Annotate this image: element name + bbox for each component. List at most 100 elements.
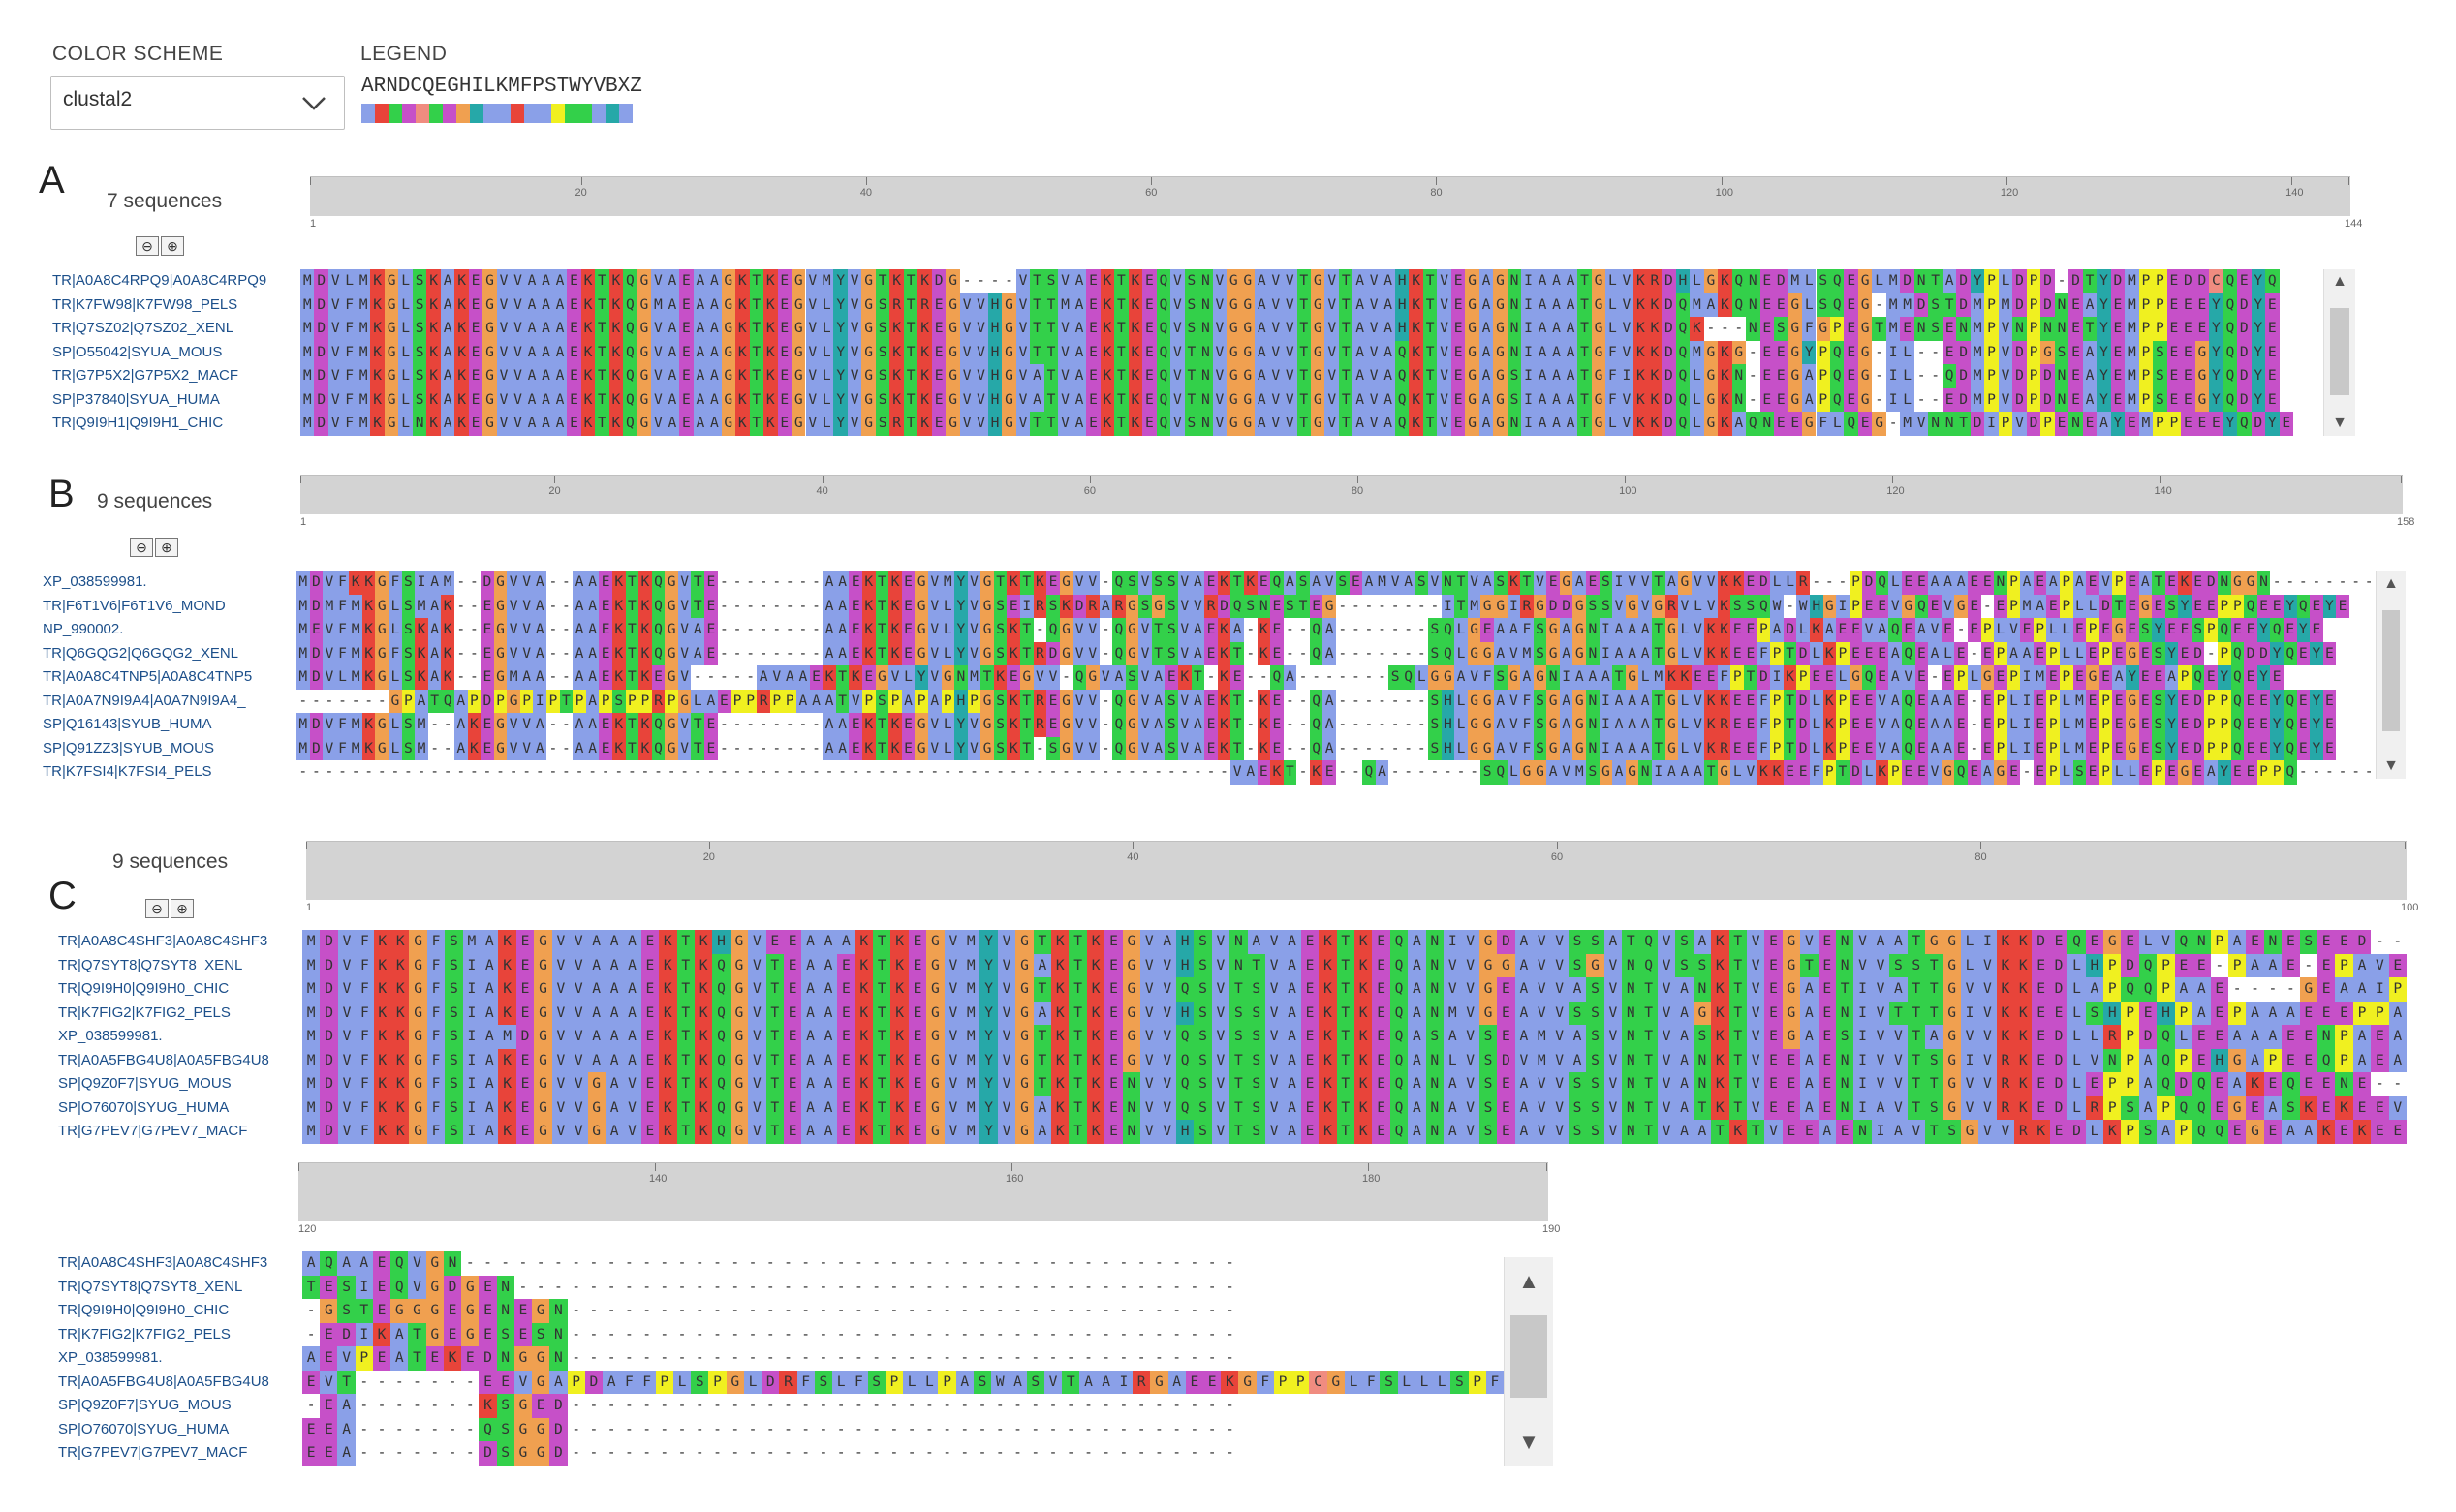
panel-c-sequence-name[interactable]: TR|A0A5FBG4U8|A0A5FBG4U8 [58,1051,269,1068]
panel-b-scrollbar[interactable]: ▲ ▼ [2376,571,2406,779]
ruler-tick-label: 180 [1362,1173,1381,1185]
zoom-out-button[interactable]: ⊖ [136,236,159,256]
residue: E [2352,1072,2372,1096]
zoom-in-button[interactable]: ⊕ [155,538,178,557]
residue: N [1425,1120,1445,1144]
residue: - [1930,668,1940,685]
panel-c2-sequence-name[interactable]: TR|G7PEV7|G7PEV7_MACF [58,1444,248,1461]
residue: A [1283,1120,1301,1144]
panel-a-sequence-name[interactable]: TR|G7P5X2|G7P5X2_MACF [52,367,239,384]
residue: E [2371,1120,2389,1144]
residue: K [498,1001,516,1025]
scroll-thumb[interactable] [2382,610,2400,731]
panel-b-sequence-name[interactable]: TR|A0A7N9I9A4|A0A7N9I9A4_ [43,692,246,709]
residue: K [2352,1120,2372,1144]
zoom-in-button[interactable]: ⊕ [161,236,184,256]
panel-c2-sequence-name[interactable]: TR|A0A5FBG4U8|A0A5FBG4U8 [58,1373,269,1390]
residue: E [1818,953,1836,977]
residue: E [372,1299,391,1323]
residue: G [1015,930,1034,954]
residue: A [1033,953,1052,977]
residue: T [691,736,705,760]
panel-c2-sequence-name[interactable]: TR|Q7SYT8|Q7SYT8_XENL [58,1278,243,1295]
residue: V [337,930,357,954]
residue: K [694,1001,713,1025]
residue: V [327,340,343,364]
zoom-in-button[interactable]: ⊕ [171,899,194,918]
panel-c-sequence-name[interactable]: TR|A0A8C4SHF3|A0A8C4SHF3 [58,933,268,949]
panel-c-sequence-name[interactable]: TR|G7PEV7|G7PEV7_MACF [58,1123,248,1139]
panel-a-sequence-name[interactable]: TR|A0A8C4RPQ9|A0A8C4RPQ9 [52,272,267,289]
panel-b-sequence-name[interactable]: XP_038599981. [43,573,147,590]
panel-a-sequence-name[interactable]: TR|Q7SZ02|Q7SZ02_XENL [52,320,234,336]
scroll-up-icon[interactable]: ▲ [1518,1269,1539,1293]
residue: R [1033,641,1047,665]
residue: V [997,953,1016,977]
panel-b-sequence-name[interactable]: TR|K7FSI4|K7FSI4_PELS [43,763,212,780]
residue: A [2282,1120,2300,1144]
residue: - [1101,716,1110,732]
color-scheme-select[interactable]: clustal2 [50,76,345,130]
scroll-down-icon[interactable]: ▼ [2332,415,2347,431]
panel-a-scrollbar[interactable]: ▲ ▼ [2323,269,2355,436]
panel-c-sequence-name[interactable]: SP|Q9Z0F7|SYUG_MOUS [58,1075,232,1092]
scroll-down-icon[interactable]: ▼ [1518,1430,1539,1454]
residue: A [801,977,820,1002]
panel-a-sequence-name[interactable]: TR|K7FW98|K7FW98_PELS [52,295,238,313]
panel-b-sequence-name[interactable]: TR|Q6GQG2|Q6GQG2_XENL [43,644,239,662]
residue: - [1155,1325,1164,1342]
residue: A [707,340,722,364]
scroll-thumb[interactable] [1510,1315,1547,1398]
panel-b-sequence-name[interactable]: TR|A0A8C4TNP5|A0A8C4TNP5 [43,668,253,685]
panel-b-sequence-name[interactable]: TR|F6T1V6|F6T1V6_MOND [43,597,226,614]
panel-c2-sequence-name[interactable]: TR|A0A8C4SHF3|A0A8C4SHF3 [58,1254,268,1271]
residue: E [2265,340,2280,364]
panel-a-sequence-name[interactable]: SP|O55042|SYUA_MOUS [52,343,223,360]
panel-a-sequence-name[interactable]: TR|Q9I9H1|Q9I9H1_CHIC [52,415,224,431]
panel-c-sequence-name[interactable]: XP_038599981. [58,1028,163,1044]
residue: V [1889,1095,1908,1120]
residue: G [1059,618,1073,642]
residue: L [1809,689,1823,713]
panel-c-scrollbar[interactable]: ▲ ▼ [1504,1257,1553,1466]
residue: S [1428,641,1442,665]
residue: Q [1389,1048,1409,1072]
panel-c2-sequence-name[interactable]: SP|O76070|SYUG_HUMA [58,1420,230,1437]
zoom-out-button[interactable]: ⊖ [130,538,153,557]
residue: V [1461,1001,1479,1025]
panel-c2-sequence-name[interactable]: TR|K7FIG2|K7FIG2_PELS [58,1325,231,1342]
residue: - [1066,1444,1075,1461]
residue: G [1240,317,1256,341]
panel-c-sequence-name[interactable]: TR|Q7SYT8|Q7SYT8_XENL [58,956,243,973]
residue: S [1533,618,1547,642]
residue: E [1142,269,1157,293]
residue: S [1730,594,1745,618]
scroll-thumb[interactable] [2330,308,2349,395]
panel-c2-sequence-name[interactable]: XP_038599981. [58,1349,163,1366]
panel-c-sequence-name[interactable]: SP|O76070|SYUG_HUMA [58,1098,230,1116]
panel-b-sequence-name[interactable]: SP|Q16143|SYUB_HUMA [43,716,212,732]
residue: - [469,573,479,590]
residue: D [2040,364,2055,388]
residue: A [1072,293,1087,317]
panel-c2-sequence-name[interactable]: SP|Q9Z0F7|SYUG_MOUS [58,1397,232,1413]
residue: K [1270,760,1284,785]
scroll-up-icon[interactable]: ▲ [2332,273,2347,290]
residue: - [1351,739,1360,756]
residue: G [980,618,994,642]
zoom-out-button[interactable]: ⊖ [145,899,169,918]
panel-b-sequence-name[interactable]: NP_990002. [43,621,124,637]
residue: F [342,293,357,317]
panel-c-sequence-name[interactable]: TR|Q9I9H0|Q9I9H0_CHIC [58,980,230,997]
panel-a-sequence-name[interactable]: SP|P37840|SYUA_HUMA [52,390,220,408]
residue: E [1086,412,1101,436]
residue: E [1270,713,1284,737]
residue: G [946,364,960,388]
scroll-down-icon[interactable]: ▼ [2383,757,2399,774]
panel-c-sequence-name[interactable]: TR|K7FIG2|K7FIG2_PELS [58,1003,231,1021]
scroll-up-icon[interactable]: ▲ [2383,575,2399,592]
panel-b-sequence-name[interactable]: SP|Q91ZZ3|SYUB_MOUS [43,739,215,756]
residue: - [1378,621,1386,637]
panel-c2-sequence-name[interactable]: TR|Q9I9H0|Q9I9H0_CHIC [58,1302,230,1318]
